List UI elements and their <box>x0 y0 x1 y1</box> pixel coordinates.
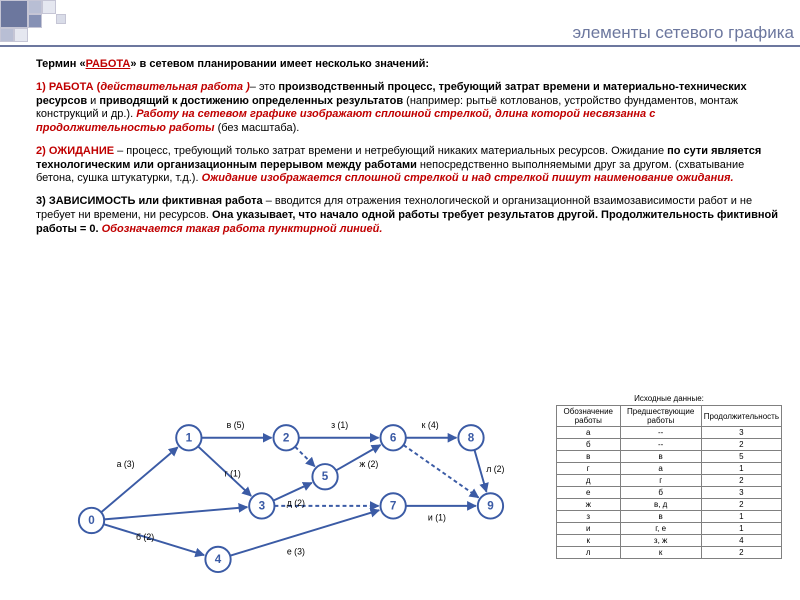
svg-text:а (3): а (3) <box>117 459 135 469</box>
intro-line: Термин «РАБОТА» в сетевом планировании и… <box>36 58 782 72</box>
svg-text:0: 0 <box>88 514 94 527</box>
table-row: еб3 <box>557 487 782 499</box>
svg-text:9: 9 <box>487 499 494 512</box>
svg-text:к (4): к (4) <box>422 420 439 430</box>
p1-ital: действительная работа ) <box>100 81 249 93</box>
table-caption: Исходные данные: <box>556 394 782 403</box>
table-row: б--2 <box>557 439 782 451</box>
table-row: га1 <box>557 463 782 475</box>
intro-prefix: Термин « <box>36 58 86 70</box>
p2-lead: 2) ОЖИДАНИЕ <box>36 145 117 157</box>
svg-text:з (1): з (1) <box>331 420 348 430</box>
bottom-section: 0 1 2 3 4 5 6 7 8 9 а (3) в (5) б (2) г (1) д (2) з (1… <box>36 394 782 574</box>
table-row: зв1 <box>557 511 782 523</box>
definition-3: 3) ЗАВИСИМОСТЬ или фиктивная работа – вв… <box>36 195 782 236</box>
definition-2: 2) ОЖИДАНИЕ – процесс, требующий только … <box>36 145 782 186</box>
table-header: Предшествующие работы <box>620 406 701 427</box>
svg-text:б (2): б (2) <box>136 532 154 542</box>
table-row: а--3 <box>557 427 782 439</box>
svg-text:в (5): в (5) <box>227 420 245 430</box>
svg-text:1: 1 <box>186 431 193 444</box>
svg-text:4: 4 <box>215 553 222 566</box>
intro-suffix: » в сетевом планировании имеет несколько… <box>130 58 429 70</box>
svg-text:7: 7 <box>390 499 396 512</box>
svg-text:д (2): д (2) <box>287 498 305 508</box>
table-row: иг, е1 <box>557 523 782 535</box>
svg-text:и (1): и (1) <box>428 512 446 522</box>
svg-text:ж (2): ж (2) <box>359 459 378 469</box>
svg-text:2: 2 <box>283 431 290 444</box>
title-underline <box>0 45 800 47</box>
network-diagram: 0 1 2 3 4 5 6 7 8 9 а (3) в (5) б (2) г (1) д (2) з (1… <box>36 394 546 574</box>
corner-decoration <box>0 0 140 45</box>
svg-text:8: 8 <box>468 431 475 444</box>
svg-text:5: 5 <box>322 470 329 483</box>
svg-text:г (1): г (1) <box>224 469 240 479</box>
p3-lead: 3) ЗАВИСИМОСТЬ или фиктивная работа <box>36 195 266 207</box>
text-content: Термин «РАБОТА» в сетевом планировании и… <box>36 58 782 245</box>
svg-text:3: 3 <box>259 499 266 512</box>
p1-b2: приводящий к достижению определенных рез… <box>99 95 406 107</box>
table-row: лк2 <box>557 547 782 559</box>
svg-text:6: 6 <box>390 431 397 444</box>
table-header: Продолжительность <box>701 406 781 427</box>
table-row: дг2 <box>557 475 782 487</box>
svg-text:л (2): л (2) <box>486 464 504 474</box>
p2-r1: Ожидание изображается сплошной стрелкой … <box>202 172 734 184</box>
data-table-wrap: Исходные данные: Обозначение работыПредш… <box>556 394 782 574</box>
p3-r1: Обозначается такая работа пунктирной лин… <box>102 223 383 235</box>
p1-t1: – это <box>250 81 279 93</box>
data-table: Обозначение работыПредшествующие работыП… <box>556 405 782 559</box>
p1-t2: и <box>90 95 99 107</box>
page-title: элементы сетевого графика <box>572 23 800 43</box>
svg-text:е (3): е (3) <box>287 547 305 557</box>
intro-term: РАБОТА <box>86 58 131 70</box>
p1-t4: (без масштаба). <box>218 122 300 134</box>
table-row: кз, ж4 <box>557 535 782 547</box>
definition-1: 1) РАБОТА (действительная работа )– это … <box>36 81 782 136</box>
table-header: Обозначение работы <box>557 406 621 427</box>
p1-lead: 1) РАБОТА ( <box>36 81 100 93</box>
table-row: жв, д2 <box>557 499 782 511</box>
table-row: вв5 <box>557 451 782 463</box>
p2-t1: – процесс, требующий только затрат време… <box>117 145 667 157</box>
